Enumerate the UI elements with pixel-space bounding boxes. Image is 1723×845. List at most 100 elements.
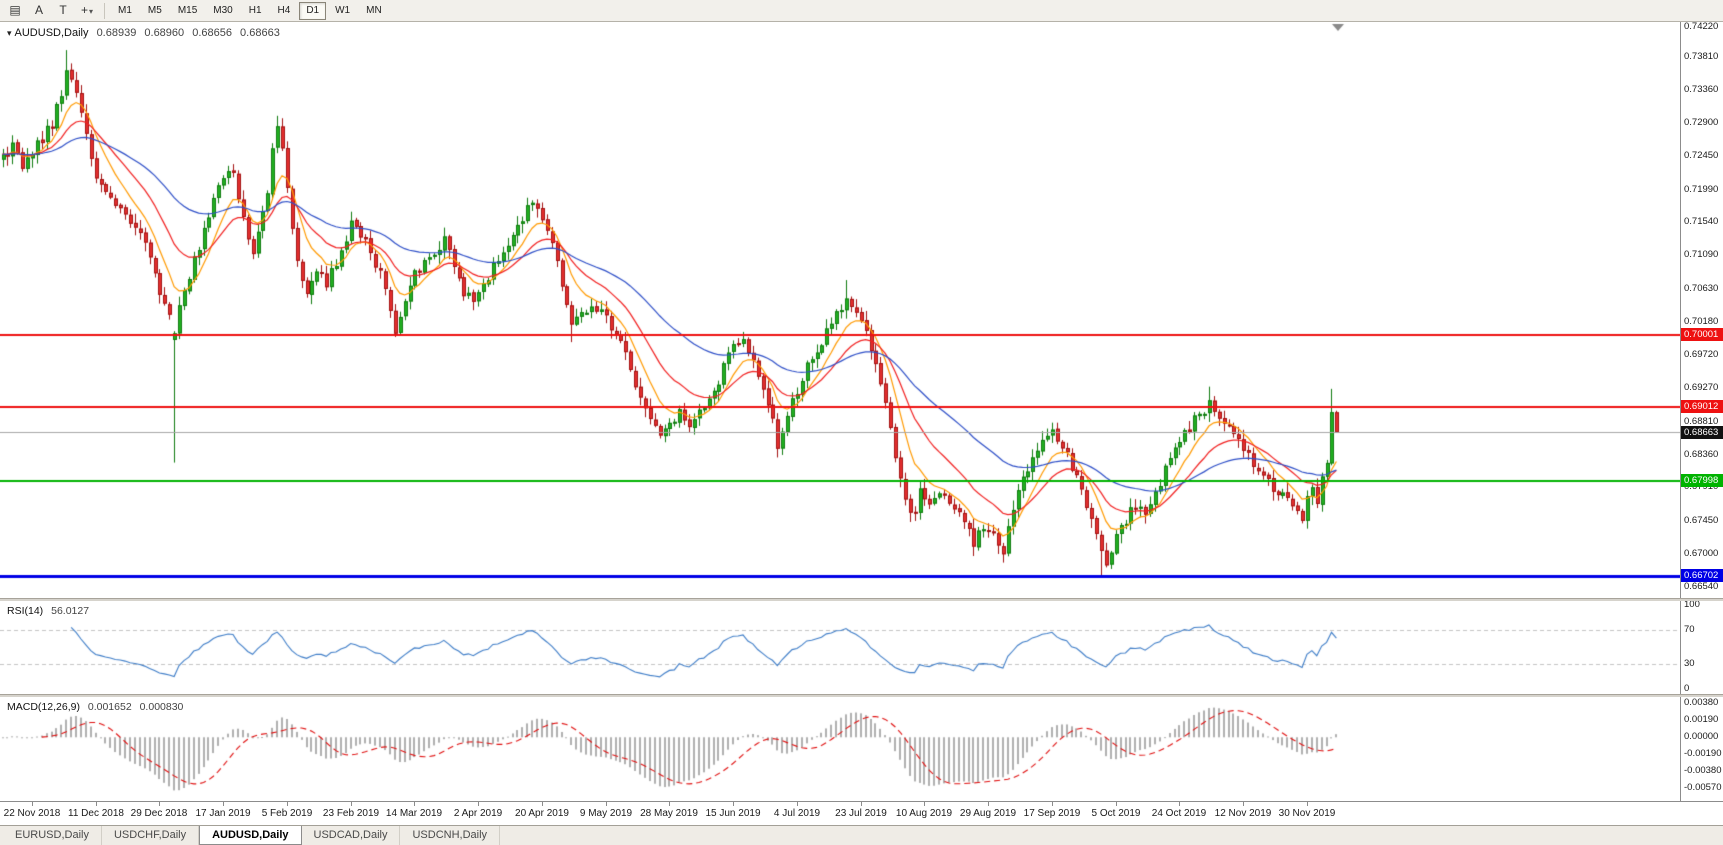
timeframe-m1-button[interactable]: M1 xyxy=(118,4,132,16)
macd-signal-value: 0.000830 xyxy=(139,701,184,713)
time-tick xyxy=(478,802,479,806)
ohlc-low: 0.68656 xyxy=(192,27,232,39)
price-tick-label: 0.66540 xyxy=(1684,581,1719,593)
date-label: 2 Apr 2019 xyxy=(453,808,503,819)
time-tick xyxy=(861,802,862,806)
rsi-label: RSI(14) 56.0127 xyxy=(7,605,89,617)
price-tick-label: 0.71090 xyxy=(1684,249,1719,261)
macd-tick-label: -0.00380 xyxy=(1684,765,1722,777)
chart-window: 0.74220 0.73810 0.73360 0.72900 0.72450 0.719… xyxy=(0,20,1723,825)
tab-usdchf[interactable]: USDCHF,Daily xyxy=(102,826,200,845)
text-label-tool-icon[interactable]: A xyxy=(34,2,43,17)
text-box-tool-icon[interactable]: T xyxy=(59,2,67,17)
time-tick xyxy=(669,802,670,806)
price-tick-label: 0.69720 xyxy=(1684,349,1719,361)
time-axis: 22 Nov 2018 11 Dec 2018 29 Dec 2018 17 Jan … xyxy=(0,801,1723,825)
symbol-dropdown-icon: ▾ xyxy=(7,28,12,38)
chart-symbol: AUDUSD,Daily xyxy=(14,27,89,39)
date-label: 15 Jun 2019 xyxy=(705,808,761,819)
time-tick xyxy=(1052,802,1053,806)
price-axis: 0.74220 0.73810 0.73360 0.72900 0.72450 0.719… xyxy=(1680,20,1723,801)
rsi-value: 56.0127 xyxy=(51,605,90,617)
date-label: 5 Oct 2019 xyxy=(1091,808,1141,819)
price-tick-label: 0.67450 xyxy=(1684,514,1719,526)
price-tick-label: 0.71990 xyxy=(1684,183,1719,195)
pane-separator-rsi[interactable] xyxy=(0,598,1723,601)
macd-main-value: 0.001652 xyxy=(87,701,132,713)
time-tick xyxy=(351,802,352,806)
price-badge: 0.66702 xyxy=(1681,569,1723,583)
date-label: 11 Dec 2018 xyxy=(68,808,124,819)
timeframe-mn-button[interactable]: MN xyxy=(366,4,382,16)
ohlc-close: 0.68663 xyxy=(240,27,280,39)
date-label: 29 Aug 2019 xyxy=(959,808,1017,819)
price-tick-label: 0.67000 xyxy=(1684,547,1719,559)
date-label: 22 Nov 2018 xyxy=(3,808,61,819)
timeframe-m15-button[interactable]: M15 xyxy=(177,4,198,16)
macd-name: MACD(12,26,9) xyxy=(7,701,80,713)
timeframe-m30-button[interactable]: M30 xyxy=(213,4,233,16)
chart-tab-bar: EURUSD,Daily USDCHF,Daily AUDUSD,Daily U… xyxy=(0,825,1723,845)
tab-usdcad[interactable]: USDCAD,Daily xyxy=(302,826,401,845)
macd-tick-label: -0.00570 xyxy=(1684,782,1722,794)
date-label: 17 Jan 2019 xyxy=(195,808,251,819)
price-tick-label: 0.68810 xyxy=(1684,415,1719,427)
time-tick xyxy=(797,802,798,806)
date-label: 28 May 2019 xyxy=(640,808,698,819)
macd-indicator-canvas[interactable] xyxy=(0,697,1680,801)
rsi-tick-label: 100 xyxy=(1684,599,1700,610)
date-label: 30 Nov 2019 xyxy=(1278,808,1336,819)
time-tick xyxy=(733,802,734,806)
time-tick xyxy=(542,802,543,806)
time-tick xyxy=(988,802,989,806)
macd-tick-label: -0.00190 xyxy=(1684,748,1722,760)
time-tick xyxy=(1116,802,1117,806)
ohlc-open: 0.68939 xyxy=(96,27,137,39)
price-tick-label: 0.73360 xyxy=(1684,83,1719,95)
time-tick xyxy=(32,802,33,806)
date-label: 29 Dec 2018 xyxy=(130,808,188,819)
date-label: 14 Mar 2019 xyxy=(385,808,443,819)
price-tick-label: 0.68360 xyxy=(1684,448,1719,460)
crosshair-tool-icon[interactable]: +▾ xyxy=(80,2,94,17)
macd-tick-label: 0.00000 xyxy=(1684,731,1719,743)
time-tick xyxy=(96,802,97,806)
main-chart-canvas[interactable] xyxy=(0,22,1680,598)
time-tick xyxy=(606,802,607,806)
price-tick-label: 0.72450 xyxy=(1684,149,1719,161)
toolbar-separator xyxy=(104,2,105,19)
macd-tick-label: 0.00190 xyxy=(1684,714,1719,726)
macd-tick-label: 0.00380 xyxy=(1684,697,1719,709)
time-tick xyxy=(414,802,415,806)
tab-eurusd[interactable]: EURUSD,Daily xyxy=(3,826,102,845)
time-tick xyxy=(287,802,288,806)
chart-window-icon[interactable]: ▤ xyxy=(9,2,21,17)
price-tick-label: 0.70180 xyxy=(1684,315,1719,327)
top-toolbar: ▤ A T +▾ M1 M5 M15 M30 H1 H4 D1 W1 MN xyxy=(0,0,1723,22)
timeframe-m5-button[interactable]: M5 xyxy=(147,4,162,16)
tab-usdcnh[interactable]: USDCNH,Daily xyxy=(400,826,501,845)
rsi-tick-label: 30 xyxy=(1684,657,1695,669)
price-tick-label: 0.69270 xyxy=(1684,382,1719,394)
date-label: 12 Nov 2019 xyxy=(1214,808,1272,819)
tab-audusd[interactable]: AUDUSD,Daily xyxy=(199,826,302,845)
date-label: 9 May 2019 xyxy=(579,808,633,819)
rsi-tick-label: 70 xyxy=(1684,624,1695,636)
chart-title: ▾ AUDUSD,Daily 0.68939 0.68960 0.68656 0.… xyxy=(7,27,280,39)
price-badge: 0.70001 xyxy=(1681,328,1723,342)
time-tick xyxy=(1243,802,1244,806)
timeframe-h4-button[interactable]: H4 xyxy=(277,4,291,16)
price-tick-label: 0.73810 xyxy=(1684,50,1719,62)
rsi-name: RSI(14) xyxy=(7,605,44,617)
price-tick-label: 0.71540 xyxy=(1684,216,1719,228)
timeframe-d1-button[interactable]: D1 xyxy=(299,1,327,20)
timeframe-h1-button[interactable]: H1 xyxy=(248,4,262,16)
time-tick xyxy=(223,802,224,806)
price-badge: 0.67998 xyxy=(1681,474,1723,488)
rsi-indicator-canvas[interactable] xyxy=(0,601,1680,694)
price-tick-label: 0.74220 xyxy=(1684,20,1719,32)
pane-separator-macd[interactable] xyxy=(0,694,1723,697)
macd-label: MACD(12,26,9) 0.001652 0.000830 xyxy=(7,701,183,713)
date-label: 24 Oct 2019 xyxy=(1151,808,1207,819)
timeframe-w1-button[interactable]: W1 xyxy=(335,4,351,16)
